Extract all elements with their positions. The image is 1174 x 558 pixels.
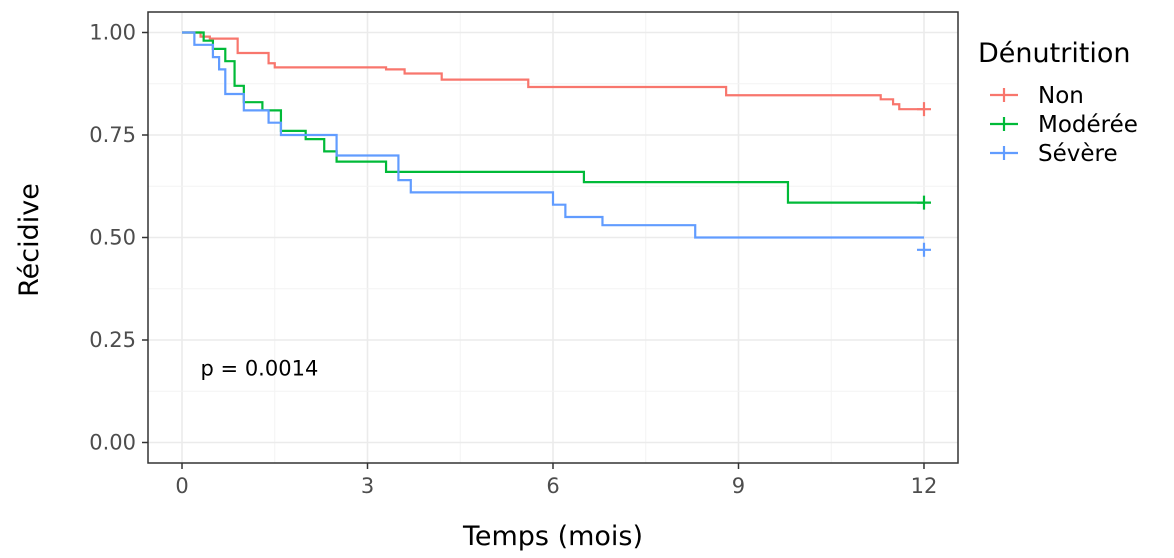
- series-line: [182, 31, 924, 239]
- y-tick-label: 0.50: [89, 226, 136, 250]
- y-axis-title: Récidive: [14, 183, 45, 297]
- y-tick-label: 1.00: [89, 21, 136, 45]
- series-line: [182, 31, 924, 204]
- x-axis-title: Temps (mois): [462, 521, 643, 552]
- legend-label: Non: [1038, 83, 1084, 109]
- x-tick-label: 3: [361, 474, 374, 498]
- y-tick-label: 0.25: [89, 328, 136, 352]
- tick-labels: 0 3 6 9 12 0.00 0.25 0.50 0.75 1.00: [89, 21, 937, 499]
- legend-title: Dénutrition: [978, 38, 1131, 69]
- p-value-annotation: p = 0.0014: [201, 357, 319, 381]
- censor-mark: [916, 195, 931, 210]
- y-tick-label: 0.75: [89, 123, 136, 147]
- x-tick-label: 9: [732, 474, 745, 498]
- censor-mark: [916, 242, 931, 257]
- series-layer: [182, 31, 931, 257]
- legend-label: Sévère: [1038, 141, 1118, 167]
- y-tick-label: 0.00: [89, 431, 136, 455]
- x-tick-label: 6: [546, 474, 559, 498]
- legend-entries: Non Modérée Sévère: [990, 83, 1138, 167]
- x-tick-label: 0: [175, 474, 188, 498]
- censor-mark: [916, 102, 931, 117]
- axis-ticks: [142, 31, 925, 469]
- legend-label: Modérée: [1038, 112, 1138, 138]
- legend: Dénutrition Non Modérée Sévère: [978, 38, 1138, 167]
- series-line: [182, 31, 924, 111]
- x-tick-label: 12: [911, 474, 938, 498]
